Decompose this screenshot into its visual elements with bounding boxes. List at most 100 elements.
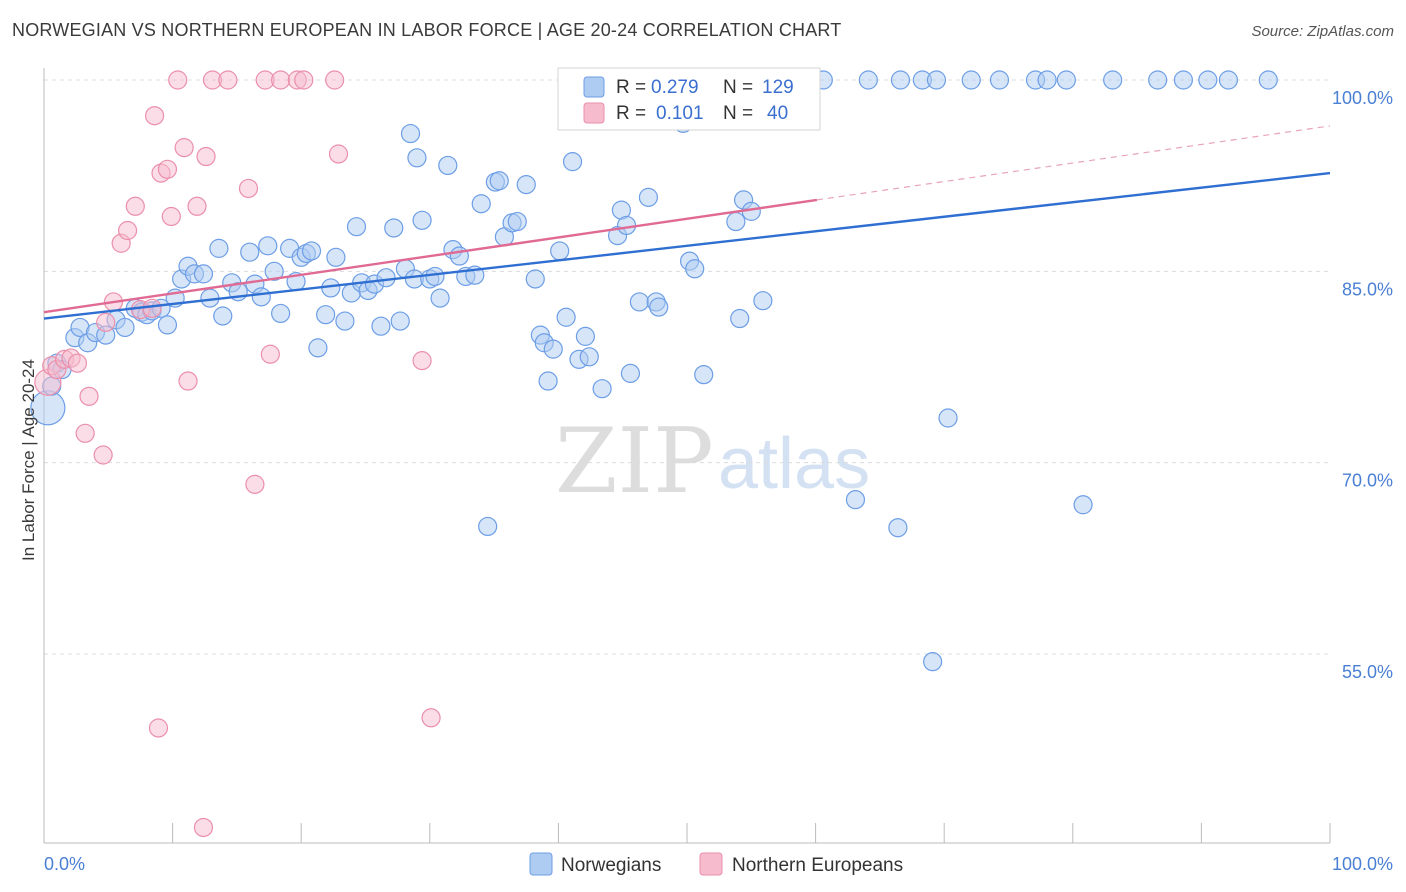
legend-n-value-norwegians: 129 [762, 77, 794, 98]
norwegians-point [1218, 70, 1239, 90]
norwegians-point [301, 241, 322, 261]
northern-europeans-point [117, 220, 138, 241]
norwegians-point [412, 210, 432, 230]
y-tick-label-2: 70.0% [1342, 471, 1393, 491]
norwegians-point [753, 291, 773, 311]
norwegians-point [1258, 70, 1278, 90]
norwegians-point [694, 365, 714, 385]
northern-europeans-point [142, 298, 162, 318]
northern-europeans-point [196, 146, 216, 167]
norwegians-point [258, 236, 278, 256]
norwegians-point [308, 338, 328, 358]
norwegians-point [938, 408, 958, 428]
norwegians-point [616, 215, 637, 236]
northern-europeans-point [294, 70, 314, 90]
norwegians-point [316, 305, 336, 325]
legend-r-label-1: R = [616, 77, 646, 98]
norwegians-point [507, 211, 527, 232]
northern-europeans-point [260, 344, 280, 364]
norwegians-point [335, 311, 355, 331]
norwegians-point [430, 288, 450, 308]
norwegians-point [845, 490, 866, 510]
legend-r-label-2: R = [616, 103, 646, 124]
northern-europeans-point [218, 70, 238, 90]
norwegians-point [425, 266, 445, 287]
y-tick-label-3: 55.0% [1342, 662, 1393, 682]
legend-swatch-norwegians-bottom [529, 852, 553, 876]
northern-europeans-point [75, 423, 95, 443]
source-label: Source: ZipAtlas.com [1251, 23, 1394, 40]
norwegians-point [346, 217, 367, 237]
norwegians-point [629, 292, 650, 312]
norwegians-point [438, 155, 458, 176]
norwegians-point [400, 123, 421, 144]
norwegians-point [726, 211, 746, 232]
norwegians-point [888, 518, 908, 538]
norwegians-point [251, 287, 271, 307]
northern-europeans-point [67, 353, 88, 373]
norwegians-point [858, 70, 878, 90]
northern-europeans-point [271, 70, 291, 90]
norwegians-point [685, 259, 705, 279]
trend-line-norwegians [43, 171, 1331, 320]
legend-n-label-1: N = [723, 77, 753, 98]
norwegians-point [471, 194, 491, 214]
norwegians-point [271, 303, 291, 324]
northern-europeans-point [187, 196, 207, 216]
norwegians-point [562, 152, 583, 172]
norwegians-point [638, 187, 659, 207]
northern-europeans-point [174, 138, 194, 158]
northern-europeans-point [144, 106, 165, 126]
legend-n-label-2: N = [723, 103, 753, 124]
y-axis-label: In Labor Force | Age 20-24 [19, 359, 38, 561]
norwegians-point [1173, 70, 1193, 90]
legend-label-norwegians: Norwegians [561, 855, 661, 876]
trend-lines [43, 125, 1331, 320]
tick-labels: 100.0% 85.0% 70.0% 55.0% 0.0% 100.0% [44, 88, 1393, 874]
norwegians-point [1037, 70, 1057, 90]
norwegians-point [489, 171, 509, 191]
watermark-atlas: atlas [718, 424, 870, 504]
series-northern-europeans-points [34, 70, 441, 838]
norwegians-point [556, 307, 576, 327]
norwegians-point [193, 264, 214, 284]
norwegians-point [384, 218, 404, 238]
northern-europeans-point [421, 708, 441, 728]
legend-swatch-northern-europeans [583, 102, 605, 124]
northern-europeans-point [412, 351, 432, 371]
legend-swatch-norwegians [583, 76, 605, 98]
x-tick-label-0: 0.0% [44, 854, 85, 874]
northern-europeans-point [238, 178, 259, 199]
norwegians-point [478, 516, 498, 537]
norwegians-point [989, 70, 1010, 90]
northern-europeans-point [161, 206, 181, 227]
trend-line-northern-europeans-extension [816, 125, 1331, 201]
norwegians-point [961, 70, 981, 90]
legend-swatch-northern-europeans-bottom [699, 852, 723, 876]
norwegians-point [575, 326, 596, 346]
norwegians-point [371, 316, 391, 336]
norwegians-point [157, 315, 178, 335]
legend-label-northern-europeans: Northern Europeans [732, 855, 903, 876]
series-legend: Norwegians Northern Europeans [529, 852, 903, 876]
norwegians-point [592, 379, 612, 399]
chart-title: NORWEGIAN VS NORTHERN EUROPEAN IN LABOR … [12, 20, 842, 40]
legend-r-value-northern-europeans: 0.101 [656, 103, 704, 124]
northern-europeans-point [245, 474, 265, 494]
y-tick-label-0: 100.0% [1332, 88, 1393, 108]
norwegians-point [730, 308, 750, 329]
norwegians-point [1103, 70, 1123, 90]
norwegians-point [264, 261, 284, 281]
norwegians-point [376, 268, 396, 288]
norwegians-point [115, 317, 135, 338]
norwegians-point [1073, 495, 1093, 515]
norwegians-point [213, 306, 233, 326]
northern-europeans-point [96, 312, 116, 332]
norwegians-point [209, 238, 229, 258]
norwegians-point [1056, 70, 1076, 90]
norwegians-point [240, 242, 260, 262]
northern-europeans-point [148, 718, 169, 738]
norwegians-point [923, 652, 943, 672]
norwegians-point [1148, 70, 1168, 90]
norwegians-point [525, 269, 545, 289]
